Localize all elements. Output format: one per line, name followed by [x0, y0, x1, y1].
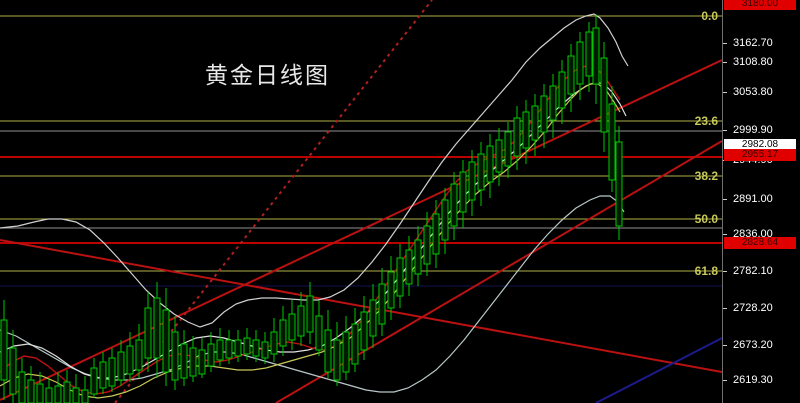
last-price-tag[interactable]: 2982.08 — [724, 139, 796, 151]
price-tick-3162: 3162.70 — [733, 37, 773, 49]
price-tick-3108: 3108.80 — [733, 56, 773, 68]
price-tick-2999: 2999.90 — [733, 124, 773, 136]
fib-label-236: 23.6 — [694, 114, 718, 128]
tick-dash — [723, 380, 727, 381]
price-tick-3053: 3053.80 — [733, 86, 773, 98]
alert-price-tag-upper[interactable]: 2955.17 — [724, 149, 796, 161]
tick-dash — [723, 92, 727, 93]
tick-dash — [723, 43, 727, 44]
plot-canvas — [0, 0, 722, 403]
tick-dash — [723, 308, 727, 309]
tick-dash — [723, 199, 727, 200]
price-tick-2673: 2673.20 — [733, 339, 773, 351]
price-tick-2782: 2782.10 — [733, 265, 773, 277]
price-tick-2891: 2891.00 — [733, 193, 773, 205]
plot-area[interactable]: 0.0 23.6 38.2 50.0 61.8 — [0, 0, 722, 403]
tick-dash — [723, 62, 727, 63]
tick-dash — [723, 130, 727, 131]
candlestick-series — [0, 14, 623, 403]
fib-label-0: 0.0 — [701, 9, 718, 23]
price-tick-2619: 2619.30 — [733, 374, 773, 386]
price-axis[interactable]: 3162.70 3108.80 3053.80 2999.90 2944.90 … — [722, 0, 800, 403]
tick-dash — [723, 271, 727, 272]
tick-dash — [723, 234, 727, 235]
red-horizontal-levels — [0, 156, 722, 244]
alert-price-tag-top[interactable]: 3180.00 — [724, 0, 796, 10]
fib-label-618: 61.8 — [694, 264, 718, 278]
fib-label-382: 38.2 — [694, 169, 718, 183]
fib-label-500: 50.0 — [694, 212, 718, 226]
tick-dash — [723, 345, 727, 346]
price-tick-2728: 2728.20 — [733, 302, 773, 314]
page-title: 黄金日线图 — [205, 63, 330, 89]
alert-price-tag-lower[interactable]: 2828.64 — [724, 237, 796, 249]
